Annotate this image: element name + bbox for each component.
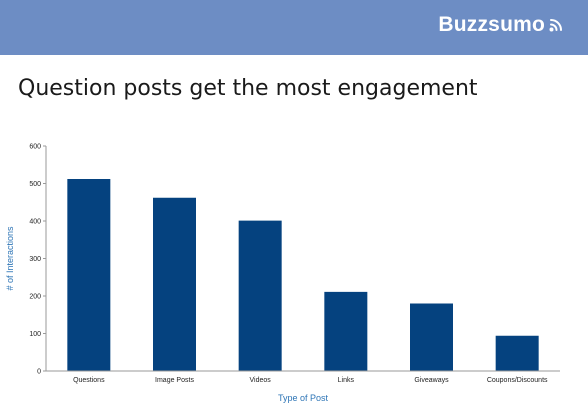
x-tick-label: Giveaways [414, 377, 449, 384]
slide-title: Question posts get the most engagement [18, 76, 478, 101]
y-tick-label: 400 [29, 219, 41, 226]
y-tick-label: 600 [29, 144, 41, 151]
brand-logo: Buzzsumo [438, 13, 564, 37]
x-axis-ticks: Questions Image Posts Videos Links Giveaways… [73, 377, 548, 384]
x-tick-label: Questions [73, 377, 105, 384]
bar-image-posts [153, 197, 196, 371]
bar-questions [67, 179, 111, 371]
header-bar: Buzzsumo [0, 0, 588, 55]
y-tick-label: 500 [29, 181, 41, 188]
y-axis-ticks: 0 100 200 300 400 500 600 [29, 144, 46, 376]
bar-coupons-discounts [495, 335, 539, 371]
chart-bars [67, 179, 539, 371]
x-tick-label: Coupons/Discounts [487, 377, 548, 384]
bar-links [324, 291, 368, 371]
y-tick-label: 200 [29, 294, 41, 301]
y-tick-label: 0 [37, 369, 41, 376]
x-tick-label: Image Posts [155, 377, 194, 384]
x-tick-label: Videos [250, 377, 272, 384]
y-axis-title: # of Interactions [5, 226, 15, 291]
y-tick-label: 300 [29, 256, 41, 263]
brand-name: Buzzsumo [438, 13, 545, 36]
signal-waves-icon [549, 19, 562, 32]
bar-videos [238, 220, 282, 371]
bar-giveaways [410, 303, 453, 371]
x-tick-label: Links [338, 377, 355, 384]
y-tick-label: 100 [29, 331, 41, 338]
x-axis-title: Type of Post [278, 393, 329, 403]
